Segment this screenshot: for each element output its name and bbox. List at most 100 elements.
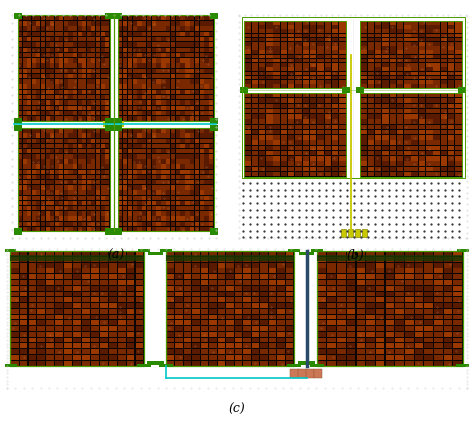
Bar <box>260 297 268 302</box>
Bar <box>347 280 356 285</box>
Bar <box>181 63 185 68</box>
Bar <box>41 48 45 52</box>
Bar <box>91 303 99 308</box>
Bar <box>433 167 440 171</box>
Bar <box>190 79 194 84</box>
Bar <box>434 268 443 273</box>
Bar <box>375 63 382 67</box>
Bar <box>295 109 302 113</box>
Bar <box>123 69 127 73</box>
Bar <box>281 135 287 140</box>
Bar <box>281 114 287 119</box>
Bar <box>386 274 394 279</box>
Bar <box>347 286 356 291</box>
Bar <box>109 332 117 337</box>
Bar <box>59 222 64 226</box>
Bar <box>426 146 432 150</box>
Bar <box>32 128 36 133</box>
Bar <box>235 309 242 314</box>
Bar <box>433 59 440 62</box>
Bar <box>404 34 410 37</box>
Bar <box>325 151 331 155</box>
Bar <box>277 303 285 308</box>
Bar <box>404 167 410 171</box>
Bar <box>55 222 59 226</box>
Bar <box>161 185 165 189</box>
Bar <box>64 175 68 179</box>
Bar <box>166 185 170 189</box>
Bar <box>434 338 443 343</box>
Bar <box>147 79 151 84</box>
Bar <box>288 38 294 41</box>
Bar <box>123 16 127 20</box>
Bar <box>50 58 54 62</box>
Bar <box>18 15 109 121</box>
Bar <box>127 292 135 296</box>
Bar <box>152 84 156 89</box>
Bar <box>404 135 410 140</box>
Bar <box>243 303 251 308</box>
Bar <box>41 69 45 73</box>
Bar <box>152 133 156 138</box>
Bar <box>133 42 137 47</box>
Bar <box>176 16 180 20</box>
Bar <box>64 206 68 211</box>
Bar <box>123 79 127 84</box>
Bar <box>209 27 213 31</box>
Bar <box>152 63 156 68</box>
Bar <box>397 51 403 54</box>
Bar <box>383 141 389 145</box>
Bar <box>118 21 122 26</box>
Bar <box>171 180 175 184</box>
Bar <box>190 106 194 110</box>
Bar <box>200 206 204 211</box>
Bar <box>18 154 22 159</box>
Bar <box>200 63 204 68</box>
Bar <box>100 27 105 31</box>
Bar <box>118 160 122 164</box>
Bar <box>142 21 146 26</box>
Bar <box>375 103 382 108</box>
Bar <box>397 119 403 124</box>
Bar <box>87 196 91 200</box>
Bar <box>195 16 199 20</box>
Bar <box>281 71 287 75</box>
Bar <box>244 93 251 97</box>
Bar <box>441 146 447 150</box>
Bar <box>41 154 45 159</box>
Bar <box>23 196 27 200</box>
Bar <box>286 309 293 314</box>
Bar <box>424 355 433 360</box>
Bar <box>227 257 234 262</box>
Bar <box>235 332 242 337</box>
Bar <box>156 133 161 138</box>
Bar <box>118 165 122 169</box>
Bar <box>55 349 63 354</box>
Bar <box>411 130 418 134</box>
Bar <box>142 48 146 52</box>
Bar <box>200 106 204 110</box>
Bar <box>27 190 31 195</box>
Bar <box>128 79 132 84</box>
Bar <box>55 27 59 31</box>
Bar <box>269 292 276 296</box>
Bar <box>171 170 175 174</box>
Bar <box>295 119 302 124</box>
Bar <box>448 172 455 176</box>
Bar <box>87 211 91 216</box>
Bar <box>171 222 175 226</box>
Bar <box>419 93 425 97</box>
Bar <box>36 21 40 26</box>
Bar <box>375 55 382 58</box>
Bar <box>204 133 209 138</box>
Bar <box>244 119 251 124</box>
Bar <box>366 314 375 319</box>
Bar <box>339 59 346 62</box>
Bar <box>456 34 462 37</box>
Bar <box>123 175 127 179</box>
Bar <box>375 98 382 103</box>
Bar <box>64 165 68 169</box>
Bar <box>118 326 126 331</box>
Bar <box>426 151 432 155</box>
Bar <box>395 361 404 365</box>
